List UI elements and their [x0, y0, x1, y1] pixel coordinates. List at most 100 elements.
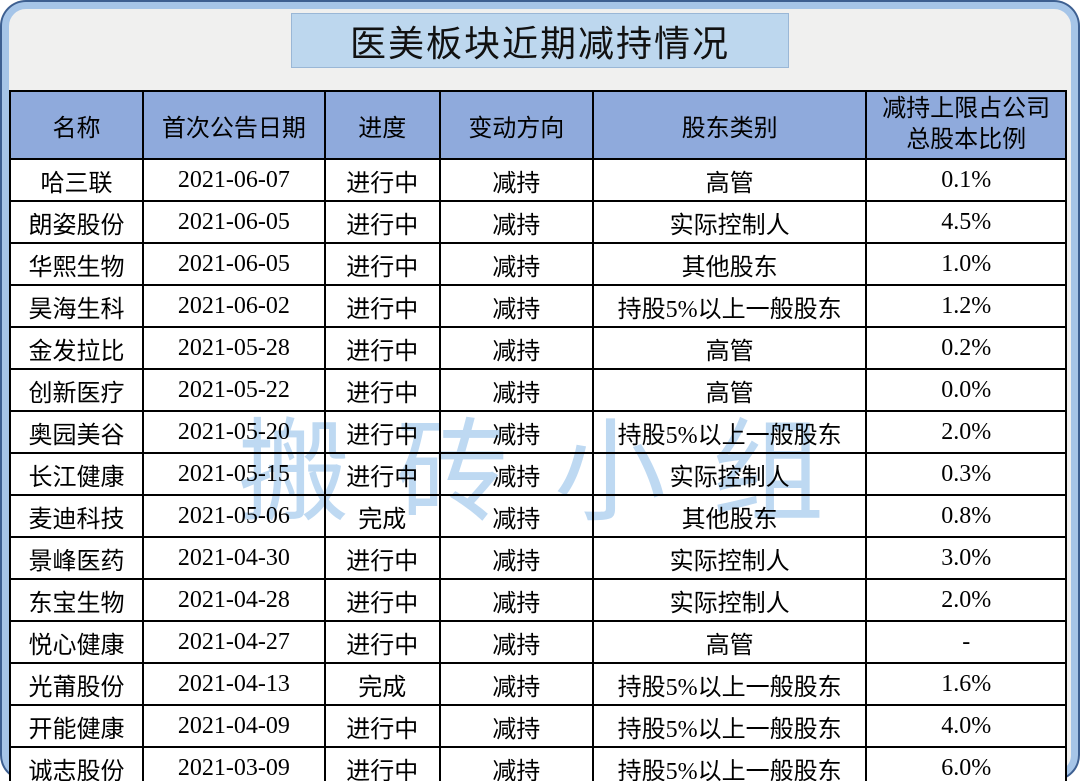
table-cell: 2.0% [865, 578, 1067, 622]
table-cell: 4.0% [865, 704, 1067, 748]
table-cell: 2021-05-15 [142, 452, 326, 496]
table-cell: 奥园美谷 [8, 410, 145, 454]
table-cell: 麦迪科技 [8, 494, 145, 538]
table-cell: 2021-04-09 [142, 704, 326, 748]
table-cell: 实际控制人 [591, 452, 868, 496]
table-cell: 0.2% [865, 326, 1067, 370]
table-cell: 减持 [438, 284, 594, 328]
table-cell: - [865, 620, 1067, 664]
table-row: 光莆股份 2021-04-13 完成 减持 持股5%以上一般股东 1.6% [8, 662, 1067, 706]
reduction-table: 名称 首次公告日期 进度 变动方向 股东类别 减持上限占公司 总股本比例 哈三联… [8, 90, 1067, 781]
table-cell: 2021-05-22 [142, 368, 326, 412]
table-row: 开能健康 2021-04-09 进行中 减持 持股5%以上一般股东 4.0% [8, 704, 1067, 748]
table-cell: 其他股东 [591, 242, 868, 286]
table-cell: 进行中 [323, 158, 441, 202]
table-cell: 进行中 [323, 452, 441, 496]
table-cell: 减持 [438, 578, 594, 622]
table-cell: 进行中 [323, 284, 441, 328]
col-header-name: 名称 [8, 90, 145, 160]
table-row: 哈三联 2021-06-07 进行中 减持 高管 0.1% [8, 158, 1067, 202]
table-cell: 光莆股份 [8, 662, 145, 706]
table-row: 麦迪科技 2021-05-06 完成 减持 其他股东 0.8% [8, 494, 1067, 538]
table-cell: 4.5% [865, 200, 1067, 244]
header-row: 名称 首次公告日期 进度 变动方向 股东类别 减持上限占公司 总股本比例 [8, 90, 1067, 160]
table-cell: 0.0% [865, 368, 1067, 412]
table-cell: 创新医疗 [8, 368, 145, 412]
table-cell: 2.0% [865, 410, 1067, 454]
table-cell: 减持 [438, 242, 594, 286]
table-cell: 减持 [438, 326, 594, 370]
table-cell: 减持 [438, 158, 594, 202]
col-header-progress: 进度 [323, 90, 441, 160]
table-cell: 2021-04-13 [142, 662, 326, 706]
table-cell: 2021-06-07 [142, 158, 326, 202]
table-cell: 进行中 [323, 200, 441, 244]
table-cell: 昊海生科 [8, 284, 145, 328]
table-row: 朗姿股份 2021-06-05 进行中 减持 实际控制人 4.5% [8, 200, 1067, 244]
table-cell: 2021-05-06 [142, 494, 326, 538]
table-cell: 实际控制人 [591, 200, 868, 244]
col-header-reduction-cap-ratio: 减持上限占公司 总股本比例 [865, 90, 1067, 160]
table-cell: 减持 [438, 704, 594, 748]
table-cell: 高管 [591, 620, 868, 664]
table-cell: 2021-05-28 [142, 326, 326, 370]
table-cell: 减持 [438, 410, 594, 454]
table-cell: 持股5%以上一般股东 [591, 662, 868, 706]
table-cell: 进行中 [323, 704, 441, 748]
table-row: 创新医疗 2021-05-22 进行中 减持 高管 0.0% [8, 368, 1067, 412]
table-cell: 1.0% [865, 242, 1067, 286]
table-row: 奥园美谷 2021-05-20 进行中 减持 持股5%以上一般股东 2.0% [8, 410, 1067, 454]
table-cell: 完成 [323, 662, 441, 706]
table-cell: 东宝生物 [8, 578, 145, 622]
table-cell: 诚志股份 [8, 746, 145, 781]
table-cell: 2021-06-05 [142, 200, 326, 244]
table-row: 东宝生物 2021-04-28 进行中 减持 实际控制人 2.0% [8, 578, 1067, 622]
table-cell: 2021-04-30 [142, 536, 326, 580]
table-cell: 2021-05-20 [142, 410, 326, 454]
table-cell: 1.6% [865, 662, 1067, 706]
table-row: 诚志股份 2021-03-09 进行中 减持 持股5%以上一般股东 6.0% [8, 746, 1067, 781]
table-cell: 减持 [438, 536, 594, 580]
table-cell: 进行中 [323, 620, 441, 664]
table-body: 哈三联 2021-06-07 进行中 减持 高管 0.1% 朗姿股份 2021-06-05 进行… [8, 158, 1067, 781]
table-cell: 2021-06-02 [142, 284, 326, 328]
table-cell: 2021-03-09 [142, 746, 326, 781]
table-cell: 减持 [438, 620, 594, 664]
table-cell: 2021-04-27 [142, 620, 326, 664]
table-cell: 0.3% [865, 452, 1067, 496]
table-cell: 持股5%以上一般股东 [591, 704, 868, 748]
table-cell: 0.1% [865, 158, 1067, 202]
table-cell: 2021-04-28 [142, 578, 326, 622]
table-cell: 长江健康 [8, 452, 145, 496]
table-cell: 持股5%以上一般股东 [591, 284, 868, 328]
table-cell: 朗姿股份 [8, 200, 145, 244]
table-cell: 3.0% [865, 536, 1067, 580]
table-cell: 0.8% [865, 494, 1067, 538]
table-cell: 持股5%以上一般股东 [591, 746, 868, 781]
table-row: 华熙生物 2021-06-05 进行中 减持 其他股东 1.0% [8, 242, 1067, 286]
col-header-first-announcement-date: 首次公告日期 [142, 90, 326, 160]
col-header-shareholder-type: 股东类别 [591, 90, 868, 160]
table-cell: 减持 [438, 494, 594, 538]
table-cell: 进行中 [323, 746, 441, 781]
table-row: 金发拉比 2021-05-28 进行中 减持 高管 0.2% [8, 326, 1067, 370]
table-cell: 悦心健康 [8, 620, 145, 664]
col-header-reduction-cap-ratio-line2: 总股本比例 [906, 127, 1027, 153]
table-cell: 开能健康 [8, 704, 145, 748]
table-cell: 2021-06-05 [142, 242, 326, 286]
table-cell: 进行中 [323, 368, 441, 412]
table-cell: 进行中 [323, 326, 441, 370]
table-cell: 1.2% [865, 284, 1067, 328]
table-cell: 6.0% [865, 746, 1067, 781]
table-row: 昊海生科 2021-06-02 进行中 减持 持股5%以上一般股东 1.2% [8, 284, 1067, 328]
table-cell: 实际控制人 [591, 578, 868, 622]
table-cell: 减持 [438, 452, 594, 496]
table-cell: 实际控制人 [591, 536, 868, 580]
table-cell: 高管 [591, 326, 868, 370]
table-cell: 景峰医药 [8, 536, 145, 580]
table-header: 名称 首次公告日期 进度 变动方向 股东类别 减持上限占公司 总股本比例 [8, 90, 1067, 160]
table-cell: 进行中 [323, 536, 441, 580]
table-cell: 高管 [591, 368, 868, 412]
table-cell: 其他股东 [591, 494, 868, 538]
